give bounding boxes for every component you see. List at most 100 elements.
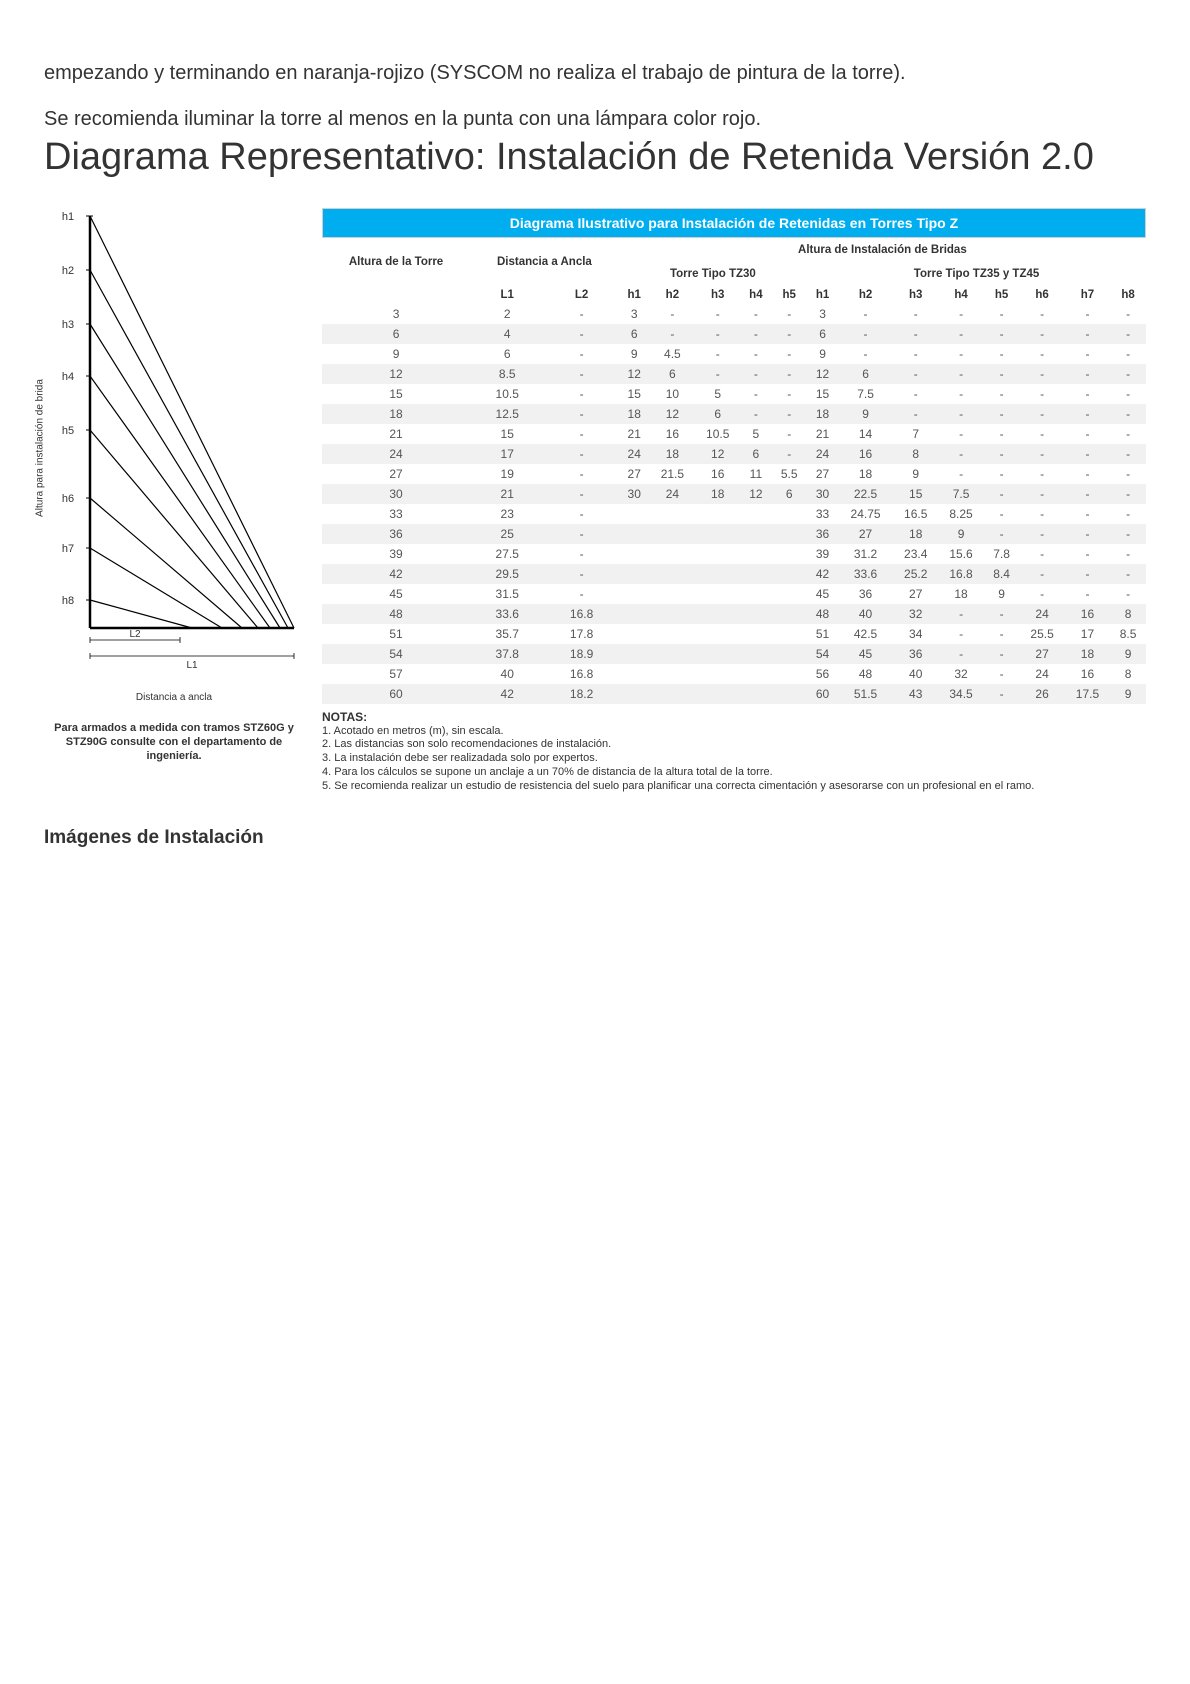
cell-tz35-7: - — [1110, 404, 1146, 424]
installation-table: Altura de la Torre Distancia a Ancla Alt… — [322, 238, 1146, 704]
cell-tz30-1 — [650, 664, 695, 684]
cell-altura: 36 — [322, 524, 470, 544]
table-row: 64-6----6------- — [322, 324, 1146, 344]
cell-tz30-4 — [771, 664, 807, 684]
cell-L1: 21 — [470, 484, 544, 504]
cell-tz35-6: - — [1065, 564, 1110, 584]
cell-tz35-4: - — [984, 304, 1020, 324]
cell-tz30-3: 6 — [740, 444, 771, 464]
cell-tz30-3 — [740, 624, 771, 644]
cell-tz35-6: - — [1065, 584, 1110, 604]
cell-altura: 21 — [322, 424, 470, 444]
cell-tz30-3 — [740, 584, 771, 604]
col-tz30-4: h5 — [771, 286, 807, 304]
cell-L2: - — [544, 304, 618, 324]
cell-altura: 60 — [322, 684, 470, 704]
cell-tz30-2 — [695, 584, 740, 604]
cell-tz35-4: - — [984, 424, 1020, 444]
cell-tz35-5: - — [1019, 404, 1064, 424]
cell-tz30-2: 16 — [695, 464, 740, 484]
col-tz35-2: h3 — [893, 286, 938, 304]
cell-tz30-0: 12 — [619, 364, 650, 384]
cell-tz30-2 — [695, 664, 740, 684]
cell-tz35-7: - — [1110, 464, 1146, 484]
cell-L2: - — [544, 584, 618, 604]
cell-tz35-3: 8.25 — [938, 504, 983, 524]
cell-tz35-5: 27 — [1019, 644, 1064, 664]
cell-tz35-7: - — [1110, 304, 1146, 324]
cell-tz30-4: 5.5 — [771, 464, 807, 484]
table-row: 96-94.5---9------- — [322, 344, 1146, 364]
cell-altura: 42 — [322, 564, 470, 584]
cell-tz35-2: 15 — [893, 484, 938, 504]
cell-tz35-7: 8.5 — [1110, 624, 1146, 644]
col-tz30-1: h2 — [650, 286, 695, 304]
note-line: 3. La instalación debe ser realizadada s… — [322, 752, 1146, 766]
cell-tz35-0: 30 — [807, 484, 838, 504]
cell-tz35-0: 12 — [807, 364, 838, 384]
svg-text:L2: L2 — [129, 629, 141, 640]
cell-tz30-0: 24 — [619, 444, 650, 464]
cell-tz30-0 — [619, 524, 650, 544]
cell-tz30-2 — [695, 544, 740, 564]
cell-tz35-3: - — [938, 324, 983, 344]
table-row: 32-3----3------- — [322, 304, 1146, 324]
cell-tz35-7: - — [1110, 384, 1146, 404]
cell-tz35-5: - — [1019, 324, 1064, 344]
cell-tz30-4 — [771, 584, 807, 604]
table-row: 3927.5-3931.223.415.67.8--- — [322, 544, 1146, 564]
cell-altura: 6 — [322, 324, 470, 344]
cell-L1: 6 — [470, 344, 544, 364]
diagram-y-axis-label: Altura para instalación de brida — [35, 379, 46, 517]
table-row: 4229.5-4233.625.216.88.4--- — [322, 564, 1146, 584]
cell-tz35-2: - — [893, 364, 938, 384]
cell-tz30-2 — [695, 644, 740, 664]
col-tz35-1: h2 — [838, 286, 893, 304]
notes-block: NOTAS: 1. Acotado en metros (m), sin esc… — [322, 710, 1146, 794]
cell-tz35-5: - — [1019, 364, 1064, 384]
cell-tz30-3: 11 — [740, 464, 771, 484]
cell-tz35-5: - — [1019, 524, 1064, 544]
cell-tz30-1 — [650, 624, 695, 644]
cell-tz30-3 — [740, 644, 771, 664]
cell-tz35-5: 24 — [1019, 604, 1064, 624]
cell-tz30-3: - — [740, 324, 771, 344]
subsection-heading: Imágenes de Instalación — [44, 827, 1146, 849]
cell-tz35-0: 21 — [807, 424, 838, 444]
cell-tz30-0: 27 — [619, 464, 650, 484]
cell-tz30-2 — [695, 624, 740, 644]
cell-L2: - — [544, 484, 618, 504]
cell-L1: 29.5 — [470, 564, 544, 584]
table-column: Diagrama Ilustrativo para Instalación de… — [322, 208, 1146, 794]
cell-tz35-0: 36 — [807, 524, 838, 544]
cell-tz35-3: - — [938, 344, 983, 364]
cell-tz35-6: 16 — [1065, 604, 1110, 624]
cell-tz30-1 — [650, 584, 695, 604]
cell-tz30-1: 4.5 — [650, 344, 695, 364]
svg-text:h6: h6 — [62, 493, 74, 505]
cell-tz35-2: 40 — [893, 664, 938, 684]
cell-altura: 33 — [322, 504, 470, 524]
col-tz35-5: h6 — [1019, 286, 1064, 304]
note-line: 5. Se recomienda realizar un estudio de … — [322, 780, 1146, 794]
cell-L1: 23 — [470, 504, 544, 524]
svg-text:L1: L1 — [186, 660, 198, 671]
cell-tz30-0: 18 — [619, 404, 650, 424]
cell-tz35-2: 23.4 — [893, 544, 938, 564]
cell-L1: 8.5 — [470, 364, 544, 384]
cell-tz35-1: 40 — [838, 604, 893, 624]
cell-tz30-1: 18 — [650, 444, 695, 464]
notes-list: 1. Acotado en metros (m), sin escala.2. … — [322, 725, 1146, 794]
cell-tz35-2: - — [893, 304, 938, 324]
cell-tz35-7: - — [1110, 564, 1146, 584]
diagram-caption: Para armados a medida con tramos STZ60G … — [44, 721, 304, 764]
cell-tz35-1: 36 — [838, 584, 893, 604]
col-altura-header: Altura de la Torre — [322, 238, 470, 286]
cell-tz35-0: 56 — [807, 664, 838, 684]
cell-tz30-2 — [695, 684, 740, 704]
cell-tz35-5: - — [1019, 464, 1064, 484]
column-headers-row: L1L2h1h2h3h4h5h1h2h3h4h5h6h7h8 — [322, 286, 1146, 304]
cell-tz35-6: - — [1065, 304, 1110, 324]
cell-tz35-6: - — [1065, 464, 1110, 484]
cell-tz35-1: 24.75 — [838, 504, 893, 524]
